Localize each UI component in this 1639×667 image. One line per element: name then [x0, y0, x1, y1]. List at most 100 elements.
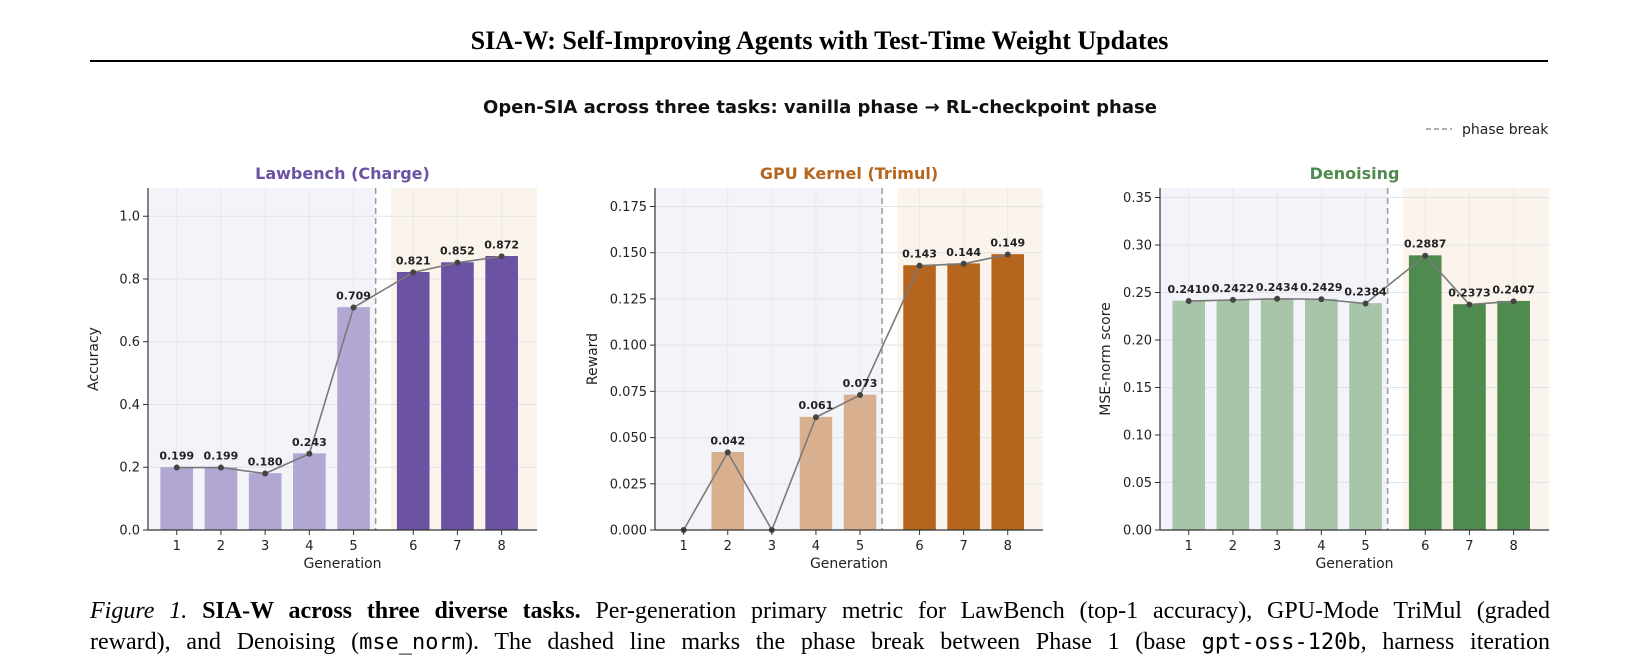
bar — [160, 467, 194, 531]
x-tick-label: 3 — [261, 539, 269, 554]
x-tick-label: 6 — [1421, 539, 1429, 554]
data-label: 0.061 — [799, 399, 834, 412]
x-tick-label: 8 — [1004, 539, 1012, 554]
data-point — [1185, 298, 1192, 305]
data-point — [1422, 252, 1429, 259]
bar — [1216, 299, 1250, 531]
trend-line — [682, 253, 1008, 532]
figure-legend: phase break — [1426, 122, 1549, 138]
y-tick-label: 0.10 — [1123, 429, 1152, 444]
data-point — [1510, 298, 1517, 305]
y-tick-label: 0.6 — [119, 335, 140, 350]
data-label: 0.2422 — [1212, 282, 1254, 295]
bar — [1408, 255, 1442, 531]
bar — [248, 473, 282, 531]
data-label: 0.821 — [396, 254, 431, 267]
trend-line — [1188, 254, 1514, 306]
bar — [991, 254, 1025, 531]
data-label: 0.2434 — [1256, 281, 1299, 294]
x-tick-label: 1 — [173, 539, 181, 554]
y-tick-label: 0.15 — [1123, 381, 1152, 396]
y-tick-label: 0.00 — [1123, 524, 1152, 539]
x-tick-label: 2 — [217, 539, 225, 554]
x-tick-label: 8 — [1509, 539, 1517, 554]
y-tick-label: 0.05 — [1123, 476, 1152, 491]
figure-caption: Figure 1. SIA-W across three diverse tas… — [90, 596, 1550, 658]
x-tick-label: 2 — [724, 539, 732, 554]
data-point — [960, 260, 967, 267]
panel-denoising: 0.000.050.100.150.200.250.300.350.2410 0.… — [1098, 164, 1549, 572]
caption-label: Figure 1. — [90, 598, 188, 624]
bar — [711, 451, 745, 531]
y-tick-label: 0.20 — [1123, 334, 1152, 349]
figure-suptitle: Open-SIA across three tasks: vanilla pha… — [483, 97, 1157, 118]
data-point — [1466, 301, 1473, 308]
caption-code-mse-norm: mse_norm — [359, 630, 466, 655]
data-point — [1362, 300, 1369, 307]
y-tick-label: 0.050 — [610, 431, 647, 446]
x-tick-label: 2 — [1229, 539, 1237, 554]
data-label: 0.144 — [946, 246, 981, 259]
data-point — [498, 253, 505, 260]
x-tick-label: 4 — [812, 539, 820, 554]
data-label: 0.199 — [204, 450, 239, 463]
y-tick-label: 0.025 — [610, 477, 647, 492]
bar — [799, 416, 833, 531]
bar — [843, 394, 877, 531]
y-tick-label: 0.150 — [610, 246, 647, 261]
panel-title: Lawbench (Charge) — [255, 164, 430, 183]
y-tick-label: 0.175 — [610, 200, 647, 215]
data-point — [454, 259, 461, 266]
data-label: 0.2887 — [1404, 238, 1446, 251]
x-tick-label: 6 — [915, 539, 923, 554]
x-tick-label: 6 — [409, 539, 417, 554]
data-label: 0.199 — [159, 450, 194, 463]
bar — [337, 307, 370, 531]
data-point — [1004, 251, 1011, 258]
data-label: 0.143 — [902, 248, 937, 261]
y-tick-label: 0.100 — [610, 339, 647, 354]
caption-line-2: reward), and Denoising (mse_norm). The d… — [90, 627, 1550, 658]
bar — [293, 453, 326, 531]
data-point — [916, 262, 923, 269]
data-point — [857, 392, 864, 399]
data-label: 0.872 — [484, 238, 519, 251]
bar — [1305, 298, 1338, 531]
data-label: 0.073 — [843, 377, 878, 390]
y-tick-label: 0.0 — [119, 524, 140, 539]
x-tick-label: 5 — [349, 539, 357, 554]
data-label: 0.2373 — [1448, 287, 1490, 300]
y-axis-label: Reward — [585, 333, 601, 385]
x-tick-label: 1 — [680, 539, 688, 554]
x-tick-label: 7 — [453, 539, 461, 554]
bar — [441, 262, 474, 531]
data-label: 0.042 — [710, 434, 745, 447]
x-tick-label: 3 — [768, 539, 776, 554]
bar — [485, 255, 518, 531]
bar — [1260, 298, 1294, 531]
bar — [1349, 303, 1382, 531]
bar — [204, 467, 238, 531]
panel-lawbench: 0.0 0.2 0.4 0.6 0.8 1.0 0.199 0.199 0.180 0.243 0.… — [86, 164, 537, 572]
data-label: 0.2407 — [1492, 283, 1534, 296]
y-axis-label: Accuracy — [86, 327, 102, 391]
x-tick-label: 7 — [1465, 539, 1473, 554]
x-tick-label: 5 — [856, 539, 864, 554]
data-point — [410, 269, 417, 276]
data-point — [724, 449, 731, 456]
data-label: 0.2384 — [1344, 286, 1387, 299]
y-tick-label: 0.8 — [119, 272, 140, 287]
panel-title: GPU Kernel (Trimul) — [760, 164, 938, 183]
data-label: 0.2429 — [1300, 281, 1342, 294]
data-point — [173, 464, 180, 471]
bar — [1497, 300, 1530, 531]
caption-text-3: ). The dashed line marks the phase break… — [465, 629, 1202, 655]
bar — [903, 265, 936, 531]
bar — [1453, 304, 1486, 531]
data-point — [350, 304, 357, 311]
x-tick-label: 8 — [497, 539, 505, 554]
caption-lead: SIA-W across three diverse tasks. — [202, 598, 581, 624]
y-axis-label: MSE-norm score — [1098, 302, 1114, 416]
data-label: 0.2410 — [1168, 283, 1211, 296]
trend-line — [176, 255, 502, 475]
